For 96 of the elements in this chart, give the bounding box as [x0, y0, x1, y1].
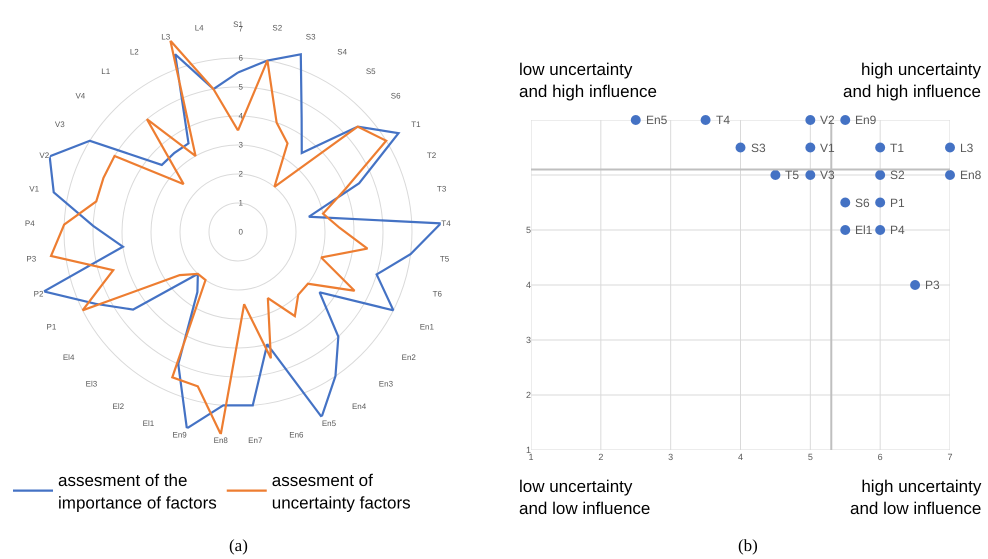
annotation: T4	[716, 113, 730, 127]
spoke-label: El2	[112, 402, 125, 411]
point	[875, 142, 886, 152]
spoke-label: L4	[194, 23, 204, 32]
annotation: T1	[890, 141, 904, 155]
point	[945, 170, 955, 180]
annotation: En5	[646, 113, 668, 127]
y-tick-label: 1	[238, 198, 244, 208]
spoke-label: L1	[101, 67, 111, 76]
text: (a)	[229, 536, 248, 555]
point	[630, 115, 641, 125]
spoke-label: S2	[272, 23, 283, 32]
legend-label: assesment of uncertainty factors	[272, 471, 411, 512]
y-tick-label: 4	[238, 112, 244, 121]
y-tick-label: 5	[238, 82, 244, 92]
spoke-label: T6	[432, 290, 442, 299]
spoke-label: S4	[337, 47, 348, 56]
spoke-label: En2	[402, 353, 416, 362]
spoke-label: T1	[411, 120, 422, 129]
x-tick-label: 3	[668, 452, 674, 462]
y-tick-label: 6	[238, 54, 244, 63]
point	[875, 225, 886, 235]
spoke-label: En4	[352, 402, 367, 411]
spoke-label: V3	[54, 120, 66, 129]
spoke-label: En6	[289, 430, 304, 440]
point	[875, 170, 886, 180]
annotation: S6	[855, 196, 870, 210]
spoke-label: V4	[75, 92, 86, 101]
point	[945, 142, 955, 152]
spoke-label: T3	[436, 184, 447, 194]
text: (b)	[738, 536, 758, 555]
annotation: El1	[855, 223, 873, 237]
spoke-label: T4	[441, 219, 452, 228]
x-tick-label: 7	[947, 452, 953, 462]
point	[910, 280, 920, 290]
text: low uncertainty and low influence	[519, 477, 650, 518]
spoke-label: S5	[366, 67, 376, 76]
spoke-label: En1	[420, 322, 434, 332]
spoke-label: P2	[34, 290, 44, 299]
spoke-label: El3	[86, 380, 98, 389]
spoke-label: P1	[46, 322, 57, 332]
spoke-label: V1	[29, 184, 40, 194]
text: low uncertainty and high influence	[519, 60, 658, 102]
y-tick-label: 0	[238, 228, 244, 237]
annotation: En8	[960, 168, 982, 182]
spoke-label: En7	[248, 436, 263, 445]
point	[840, 225, 850, 235]
legend-label: assesment of the importance of factors	[58, 471, 217, 512]
y-tick-label: 1	[526, 445, 531, 456]
point	[736, 142, 746, 152]
y-tick-label: 2	[238, 170, 244, 179]
annotation: S2	[890, 168, 906, 182]
y-tick-label: 3	[526, 335, 531, 346]
point	[875, 198, 886, 208]
spoke-label: T5	[440, 254, 450, 264]
point	[840, 115, 850, 125]
spoke-label: P4	[24, 219, 36, 228]
spoke-label: En8	[214, 436, 228, 445]
x-tick-label: 4	[738, 452, 744, 462]
spoke-label: S6	[390, 92, 402, 101]
text: high uncertainty and high influence	[843, 60, 982, 102]
y-tick-label: 2	[526, 390, 531, 400]
y-tick-label: 4	[526, 280, 531, 290]
x-tick-label: 5	[808, 452, 813, 462]
point	[840, 198, 850, 208]
spoke-label: S3	[306, 32, 316, 42]
annotation: P1	[890, 196, 906, 210]
spoke-label: P3	[26, 254, 37, 264]
spoke-label: En5	[322, 418, 337, 428]
spoke-label: L3	[161, 32, 171, 42]
annotation: T5	[785, 168, 800, 182]
spoke-label: En3	[378, 380, 394, 389]
text: high uncertainty and low influence	[850, 477, 982, 518]
annotation: V1	[820, 141, 836, 155]
spoke-label: En9	[172, 430, 188, 440]
spoke-label: El4	[62, 353, 75, 362]
annotation: S3	[751, 141, 766, 155]
point	[805, 142, 816, 152]
point	[700, 115, 711, 125]
annotation: En9	[855, 113, 877, 127]
y-tick-label: 5	[526, 225, 531, 236]
y-tick-label: 3	[238, 140, 244, 150]
spoke-label: V2	[39, 151, 50, 160]
annotation: P3	[925, 278, 940, 292]
annotation: L3	[960, 141, 974, 155]
x-tick-label: 6	[878, 452, 883, 462]
spoke-label: L2	[130, 47, 140, 56]
annotation: P4	[890, 223, 906, 237]
point	[770, 170, 780, 180]
spoke-label: El1	[142, 418, 155, 428]
annotation: V2	[820, 113, 836, 127]
spoke-label: T2	[426, 151, 437, 160]
x-tick-label: 2	[598, 452, 604, 462]
point	[805, 170, 816, 180]
annotation: V3	[820, 168, 836, 182]
point	[805, 115, 816, 125]
